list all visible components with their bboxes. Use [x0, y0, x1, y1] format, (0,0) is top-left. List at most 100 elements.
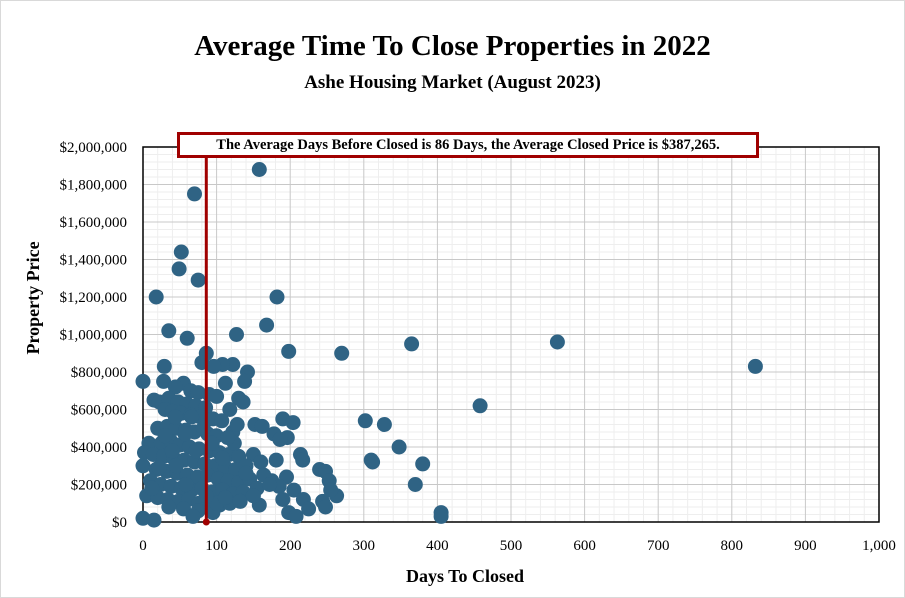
data-point — [148, 289, 164, 305]
data-point — [217, 375, 233, 391]
x-tick-label: 0 — [139, 538, 147, 554]
data-point — [144, 480, 160, 496]
data-point — [161, 323, 177, 339]
y-tick-label: $200,000 — [71, 478, 127, 494]
x-tick-label: 400 — [426, 538, 449, 554]
data-point — [259, 317, 275, 333]
data-point — [235, 394, 251, 410]
y-tick-label: $1,800,000 — [60, 178, 128, 194]
data-point — [173, 244, 189, 260]
data-point — [275, 492, 291, 507]
x-axis-title: Days To Closed — [406, 566, 524, 586]
data-point — [254, 418, 270, 434]
y-tick-label: $400,000 — [71, 440, 127, 456]
data-point — [215, 450, 230, 466]
data-point — [253, 454, 269, 470]
data-point — [156, 358, 172, 374]
data-point — [225, 357, 241, 372]
data-point — [323, 482, 339, 498]
data-point — [135, 458, 151, 474]
data-point — [229, 327, 244, 342]
data-point — [301, 501, 317, 517]
data-point — [190, 272, 206, 288]
data-point — [156, 373, 172, 389]
data-point — [151, 460, 167, 476]
data-point — [407, 477, 423, 492]
average-line-marker — [202, 518, 210, 526]
data-point — [391, 439, 407, 455]
data-point — [245, 488, 261, 504]
x-tick-label: 700 — [647, 538, 670, 554]
data-point — [549, 334, 565, 350]
data-point — [222, 402, 238, 417]
data-point — [747, 358, 763, 374]
y-axis-title: Property Price — [23, 241, 43, 354]
y-tick-label: $2,000,000 — [60, 140, 128, 156]
data-point — [262, 477, 278, 492]
data-point — [204, 435, 220, 451]
data-point — [168, 458, 184, 474]
data-point — [146, 512, 162, 528]
data-point — [209, 388, 225, 404]
data-point — [285, 415, 301, 431]
data-point — [295, 452, 311, 468]
data-point — [318, 499, 333, 515]
y-tick-label: $1,400,000 — [60, 253, 128, 269]
data-point — [178, 477, 194, 492]
x-tick-label: 800 — [721, 538, 744, 554]
data-point — [281, 343, 297, 359]
data-point — [288, 508, 304, 524]
data-point — [157, 428, 173, 444]
y-tick-label: $600,000 — [71, 403, 127, 419]
data-point — [251, 162, 267, 177]
y-tick-label: $1,000,000 — [60, 328, 128, 344]
x-tick-label: 200 — [279, 538, 302, 554]
data-point — [229, 417, 245, 432]
data-point — [187, 186, 202, 202]
data-points — [135, 162, 763, 528]
y-tick-label: $0 — [112, 515, 127, 531]
data-point — [232, 493, 248, 509]
x-tick-label: 1,000 — [862, 538, 896, 554]
y-tick-label: $800,000 — [71, 365, 127, 381]
data-point — [171, 261, 187, 277]
data-point — [237, 373, 253, 389]
chart-subtitle: Ashe Housing Market (August 2023) — [304, 72, 601, 93]
x-tick-label: 900 — [794, 538, 817, 554]
data-point — [167, 409, 183, 425]
data-point — [357, 413, 373, 429]
x-tick-label: 600 — [573, 538, 596, 554]
data-point — [135, 373, 151, 389]
data-point — [272, 432, 288, 447]
data-point — [217, 490, 233, 506]
y-axis-tick-labels: $0 $200,000 $400,000 $600,000 $800,000 $1,000… — [60, 140, 128, 531]
y-tick-label: $1,600,000 — [60, 215, 128, 231]
x-tick-label: 300 — [353, 538, 376, 554]
data-point — [269, 289, 285, 305]
data-point — [238, 465, 254, 481]
data-point — [167, 379, 183, 395]
data-point — [376, 417, 392, 432]
x-tick-label: 100 — [205, 538, 228, 554]
y-tick-label: $1,200,000 — [60, 290, 128, 306]
chart-title: Average Time To Close Properties in 2022 — [194, 30, 711, 62]
data-point — [177, 426, 193, 442]
data-point — [161, 499, 177, 515]
data-point — [164, 443, 180, 459]
data-point — [184, 409, 200, 425]
data-point — [415, 456, 431, 472]
data-point — [179, 330, 195, 346]
data-point — [220, 430, 236, 446]
data-point — [214, 413, 230, 429]
x-axis-tick-labels: 0 100 200 300 400 500 600 700 800 900 1,000 — [139, 538, 896, 554]
data-point — [365, 454, 381, 470]
data-point — [135, 510, 151, 526]
data-point — [334, 345, 350, 361]
data-point — [433, 508, 449, 524]
data-point — [404, 336, 420, 352]
average-annotation-box: The Average Days Before Closed is 86 Day… — [177, 132, 759, 158]
data-point — [185, 508, 201, 524]
data-point — [195, 420, 211, 436]
data-point — [286, 482, 302, 498]
